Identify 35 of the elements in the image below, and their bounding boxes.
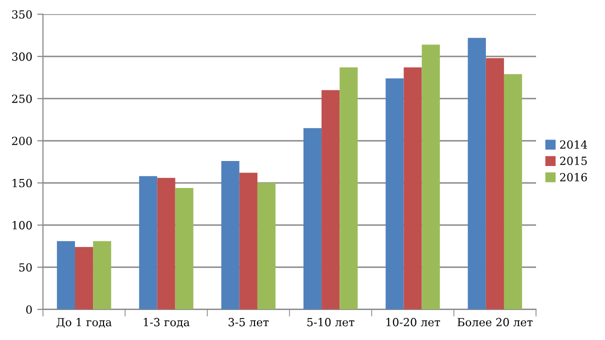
bar (56, 241, 76, 310)
y-tick-label: 250 (12, 94, 32, 103)
bar (75, 247, 94, 310)
y-tick-label: 200 (12, 136, 32, 146)
x-tick-label: 5-10 лет (307, 318, 354, 326)
x-tick-label: Более 20 лет (458, 318, 533, 326)
bar (486, 58, 504, 310)
bar (386, 78, 404, 310)
x-tick-label: До 1 года (56, 318, 112, 328)
y-tick-label: 100 (12, 221, 32, 230)
bar (221, 160, 240, 310)
bar (239, 172, 258, 310)
bar (322, 90, 340, 310)
legend-label: 2014 (560, 140, 588, 149)
bar (404, 67, 422, 310)
bar (175, 188, 194, 310)
bar (93, 241, 112, 310)
bar (504, 74, 522, 310)
x-tick-label: 3-5 лет (228, 318, 269, 326)
legend-label: 2015 (560, 156, 587, 166)
y-tick-label: 0 (26, 305, 32, 314)
x-tick-label: 10-20 лет (386, 318, 440, 326)
y-tick-label: 150 (12, 178, 32, 188)
x-tick-label: 1-3 года (144, 318, 190, 328)
legend-label: 2016 (560, 172, 587, 182)
bar (303, 128, 322, 310)
bar (468, 38, 486, 310)
bar (139, 176, 158, 310)
y-tick-label: 300 (12, 52, 32, 61)
bar (257, 182, 276, 310)
y-tick-label: 350 (12, 10, 32, 19)
bar (340, 67, 358, 310)
bar (157, 178, 176, 310)
y-tick-label: 50 (19, 263, 32, 272)
bar (422, 44, 440, 310)
